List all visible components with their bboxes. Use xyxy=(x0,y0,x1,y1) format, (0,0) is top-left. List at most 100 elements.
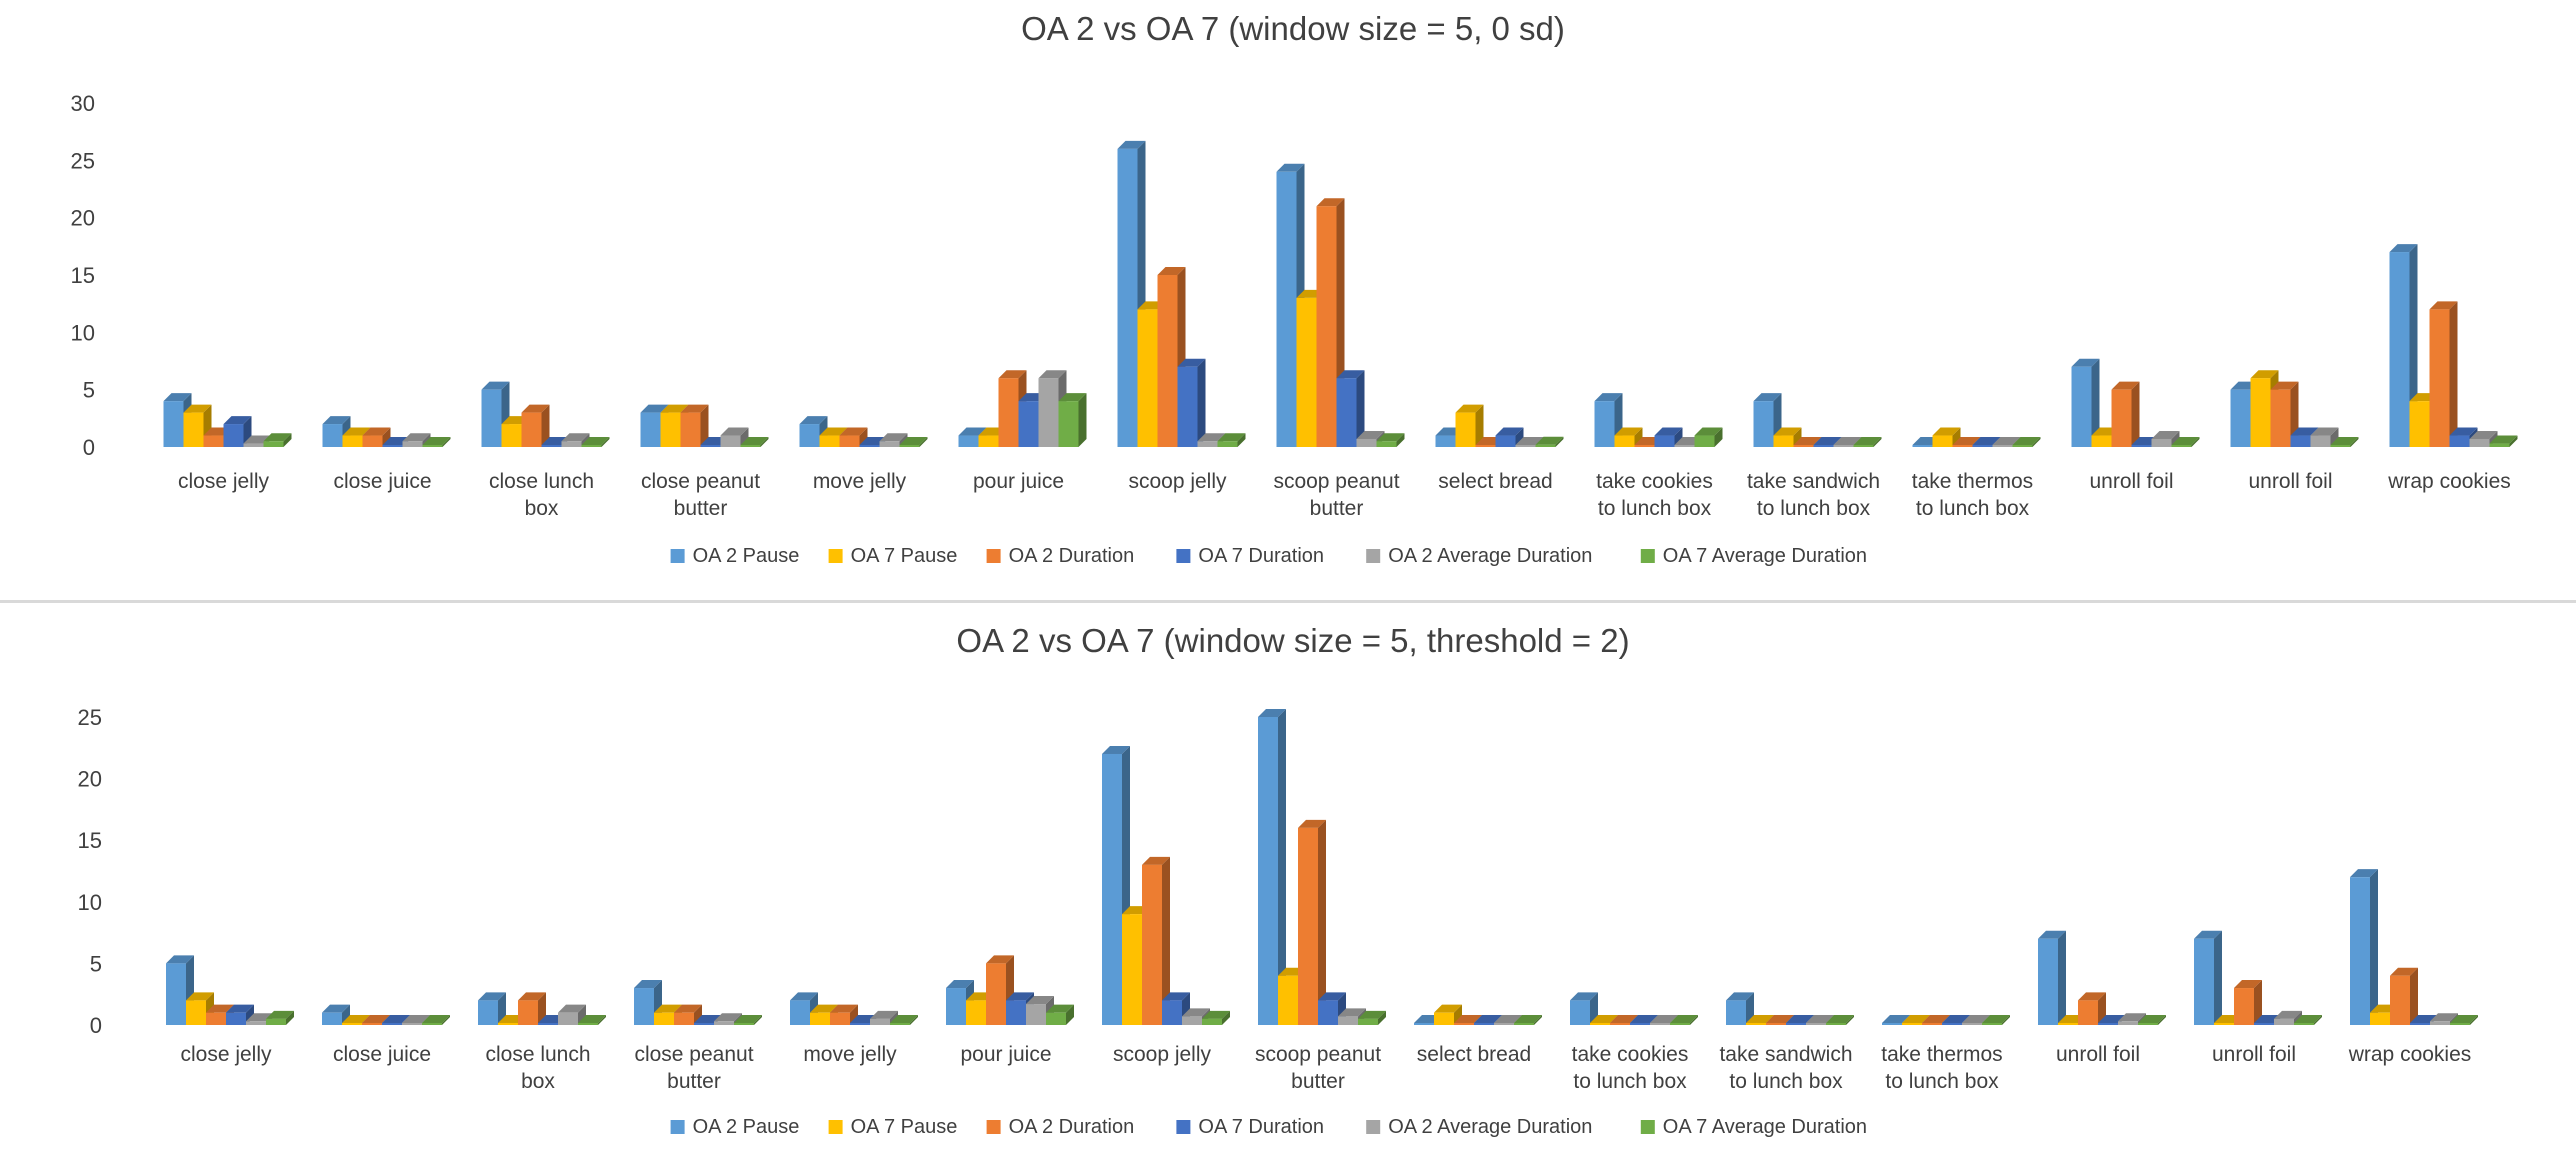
bar-top xyxy=(1670,1015,1698,1023)
bar xyxy=(2330,437,2359,447)
bar-top xyxy=(1142,856,1170,865)
bar-side xyxy=(1396,433,1405,447)
bar-front xyxy=(2071,366,2092,447)
bar xyxy=(263,433,292,447)
bar xyxy=(1514,1015,1542,1025)
bar-top xyxy=(581,437,610,445)
bar-front xyxy=(1435,435,1456,447)
bar-front xyxy=(1610,1023,1630,1025)
legend-item: OA 7 Pause xyxy=(828,545,957,567)
bar-front xyxy=(899,445,920,447)
bar-top xyxy=(1258,709,1286,717)
bar xyxy=(2294,1015,2322,1025)
bar-front xyxy=(1535,444,1556,447)
bar-front xyxy=(2310,435,2331,447)
bar-top xyxy=(2111,381,2140,390)
bar-front xyxy=(2390,975,2410,1025)
bar-top xyxy=(1515,437,1544,445)
x-tick-label: scoop peanut butter xyxy=(1273,470,1399,520)
bar-front xyxy=(1177,366,1198,447)
bar xyxy=(1376,433,1405,447)
bar-front xyxy=(870,1018,890,1025)
bar-top xyxy=(1197,433,1226,442)
bar-top xyxy=(1102,745,1130,754)
bar-front xyxy=(1726,1000,1746,1025)
bar-top xyxy=(1786,1015,1814,1023)
y-tick-label: 30 xyxy=(71,91,95,116)
bar xyxy=(2350,869,2378,1025)
bar-front xyxy=(1650,1023,1670,1025)
x-tick-label: take thermos to lunch box xyxy=(1912,470,2033,520)
bar-side xyxy=(1078,393,1087,447)
bar xyxy=(581,437,610,447)
bar-top xyxy=(1746,1015,1774,1023)
bar-top xyxy=(578,1015,606,1023)
legend-swatch xyxy=(1640,549,1655,563)
bar-front xyxy=(1594,401,1615,447)
bar-front xyxy=(1217,441,1238,447)
bar-front xyxy=(680,412,701,447)
bar xyxy=(2310,427,2339,447)
bar-front xyxy=(1197,441,1218,447)
bar-top xyxy=(634,980,662,989)
bar-top xyxy=(1535,436,1564,445)
bar-top xyxy=(402,433,431,442)
bar-front xyxy=(166,963,186,1025)
bar-front xyxy=(819,435,840,447)
bar-front xyxy=(700,445,721,447)
bar-top xyxy=(183,404,212,413)
bar-side xyxy=(2314,1015,2322,1025)
bar xyxy=(2151,430,2180,447)
bar-top xyxy=(819,427,848,436)
bar-front xyxy=(1336,378,1357,447)
x-tick-label: unroll foil xyxy=(2248,470,2332,493)
bar-top xyxy=(1298,819,1326,828)
bar-front xyxy=(1455,412,1476,447)
y-tick-label: 5 xyxy=(83,378,95,403)
bar-front xyxy=(1833,445,1854,447)
bar xyxy=(2194,930,2222,1025)
bar xyxy=(518,992,546,1025)
x-tick-label: take sandwich to lunch box xyxy=(1747,470,1880,520)
bar xyxy=(422,1015,450,1025)
bar-top xyxy=(1826,1015,1854,1023)
bar-front xyxy=(521,412,542,447)
bar-side xyxy=(541,404,550,447)
bar-side xyxy=(1222,1010,1230,1025)
bar-top xyxy=(1962,1015,1990,1023)
bar-side xyxy=(2171,430,2180,447)
bar-side xyxy=(1278,709,1286,1025)
bar-top xyxy=(1806,1015,1834,1023)
bar xyxy=(2138,1015,2166,1025)
x-tick-label: move jelly xyxy=(803,1043,897,1066)
bar-side xyxy=(740,427,749,447)
bar-front xyxy=(986,963,1006,1025)
legend-item: OA 7 Average Duration xyxy=(1640,545,1867,567)
bar-top xyxy=(322,416,351,425)
bar-front xyxy=(1356,438,1377,447)
bar-top xyxy=(1276,163,1305,172)
bar-front xyxy=(1454,1023,1474,1025)
bar-top xyxy=(890,1015,918,1023)
bar-front xyxy=(674,1012,694,1025)
bar-top xyxy=(1162,992,1190,1001)
bar-side xyxy=(2058,930,2066,1025)
bar-front xyxy=(958,435,979,447)
legend-item: OA 2 Duration xyxy=(986,545,1134,567)
bar-front xyxy=(2409,401,2430,447)
bar-front xyxy=(518,1000,538,1025)
bar-top xyxy=(1570,992,1598,1001)
bar xyxy=(720,427,749,447)
bar-front xyxy=(694,1023,714,1025)
x-tick-label: scoop jelly xyxy=(1128,470,1227,493)
bar-side xyxy=(1634,427,1643,447)
bar-top xyxy=(1942,1015,1970,1023)
bar-front xyxy=(183,412,204,447)
bar-side xyxy=(1714,427,1723,447)
bar-front xyxy=(2489,443,2510,447)
bar-front xyxy=(1318,1000,1338,1025)
bar-top xyxy=(720,427,749,436)
bar xyxy=(2012,437,2041,447)
x-tick-label: wrap cookies xyxy=(2387,470,2511,493)
bar-side xyxy=(850,1004,858,1025)
